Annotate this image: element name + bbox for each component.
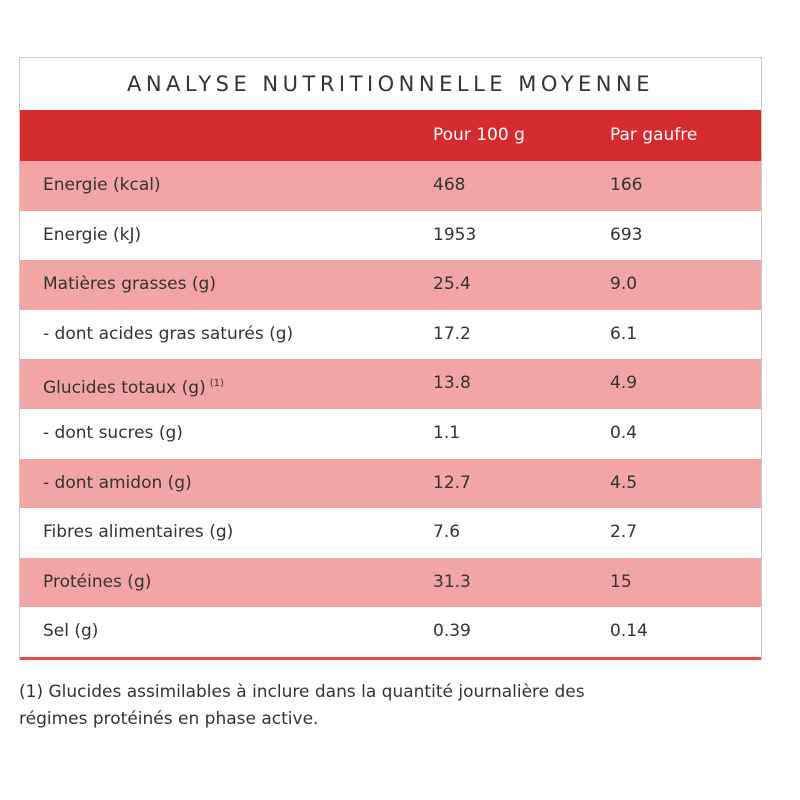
footnote-line: (1) Glucides assimilables à inclure dans…: [19, 682, 585, 702]
row-value: 7.6: [433, 522, 461, 543]
row-value: 2.7: [610, 522, 638, 543]
table-row: - dont acides gras saturés (g) 17.2 6.1: [20, 309, 761, 360]
table-row: - dont sucres (g) 1.1 0.4: [20, 409, 761, 459]
row-value: 166: [610, 175, 643, 195]
row-value: 15: [610, 571, 632, 592]
table-row: Glucides totaux (g) (1) 13.8 4.9: [20, 359, 761, 409]
footnote-line: régimes protéinés en phase active.: [19, 709, 319, 729]
row-value: 6.1: [610, 323, 638, 344]
row-value: 0.4: [610, 423, 638, 443]
table-row: Sel (g) 0.39 0.14: [20, 607, 761, 657]
row-value: 1953: [433, 224, 477, 245]
row-label: Glucides totaux (g) (1): [43, 378, 224, 399]
row-value: 12.7: [433, 472, 471, 493]
row-label: Fibres alimentaires (g): [43, 522, 234, 543]
row-label: Energie (kcal): [43, 175, 161, 195]
row-value: 31.3: [433, 571, 471, 592]
row-value: 0.39: [433, 621, 471, 642]
row-value: 693: [610, 224, 643, 245]
table-row: Matières grasses (g) 25.4 9.0: [20, 260, 761, 310]
row-label: Matières grasses (g): [43, 274, 216, 295]
row-label: - dont amidon (g): [43, 472, 192, 493]
row-value: 0.14: [610, 621, 648, 642]
table-row: Energie (kJ) 1953 693: [20, 210, 761, 261]
nutrition-table: ANALYSE NUTRITIONNELLE MOYENNE Pour 100 …: [19, 57, 762, 660]
table-row: Energie (kcal) 468 166: [20, 161, 761, 211]
row-label: Sel (g): [43, 621, 99, 642]
row-value: 4.9: [610, 373, 638, 394]
table-row: Fibres alimentaires (g) 7.6 2.7: [20, 508, 761, 558]
row-value: 4.5: [610, 472, 638, 493]
row-value: 13.8: [433, 373, 471, 394]
row-label: - dont acides gras saturés (g): [43, 323, 294, 344]
row-label: Protéines (g): [43, 571, 152, 592]
header-cell: Pour 100 g: [433, 125, 525, 145]
bottom-bar: [20, 655, 761, 660]
row-value: 1.1: [433, 423, 461, 443]
row-value: 468: [433, 175, 466, 195]
table-row: - dont amidon (g) 12.7 4.5: [20, 458, 761, 509]
row-value: 9.0: [610, 274, 638, 295]
row-label: Energie (kJ): [43, 224, 142, 245]
header-row: Pour 100 g Par gaufre: [20, 110, 761, 161]
row-value: 25.4: [433, 274, 471, 295]
footnote-ref: (1): [209, 378, 224, 390]
row-label: - dont sucres (g): [43, 423, 183, 443]
table-row: Protéines (g) 31.3 15: [20, 557, 761, 608]
row-value: 17.2: [433, 323, 471, 344]
table-title: ANALYSE NUTRITIONNELLE MOYENNE: [126, 72, 654, 96]
header-cell: Par gaufre: [610, 125, 698, 145]
